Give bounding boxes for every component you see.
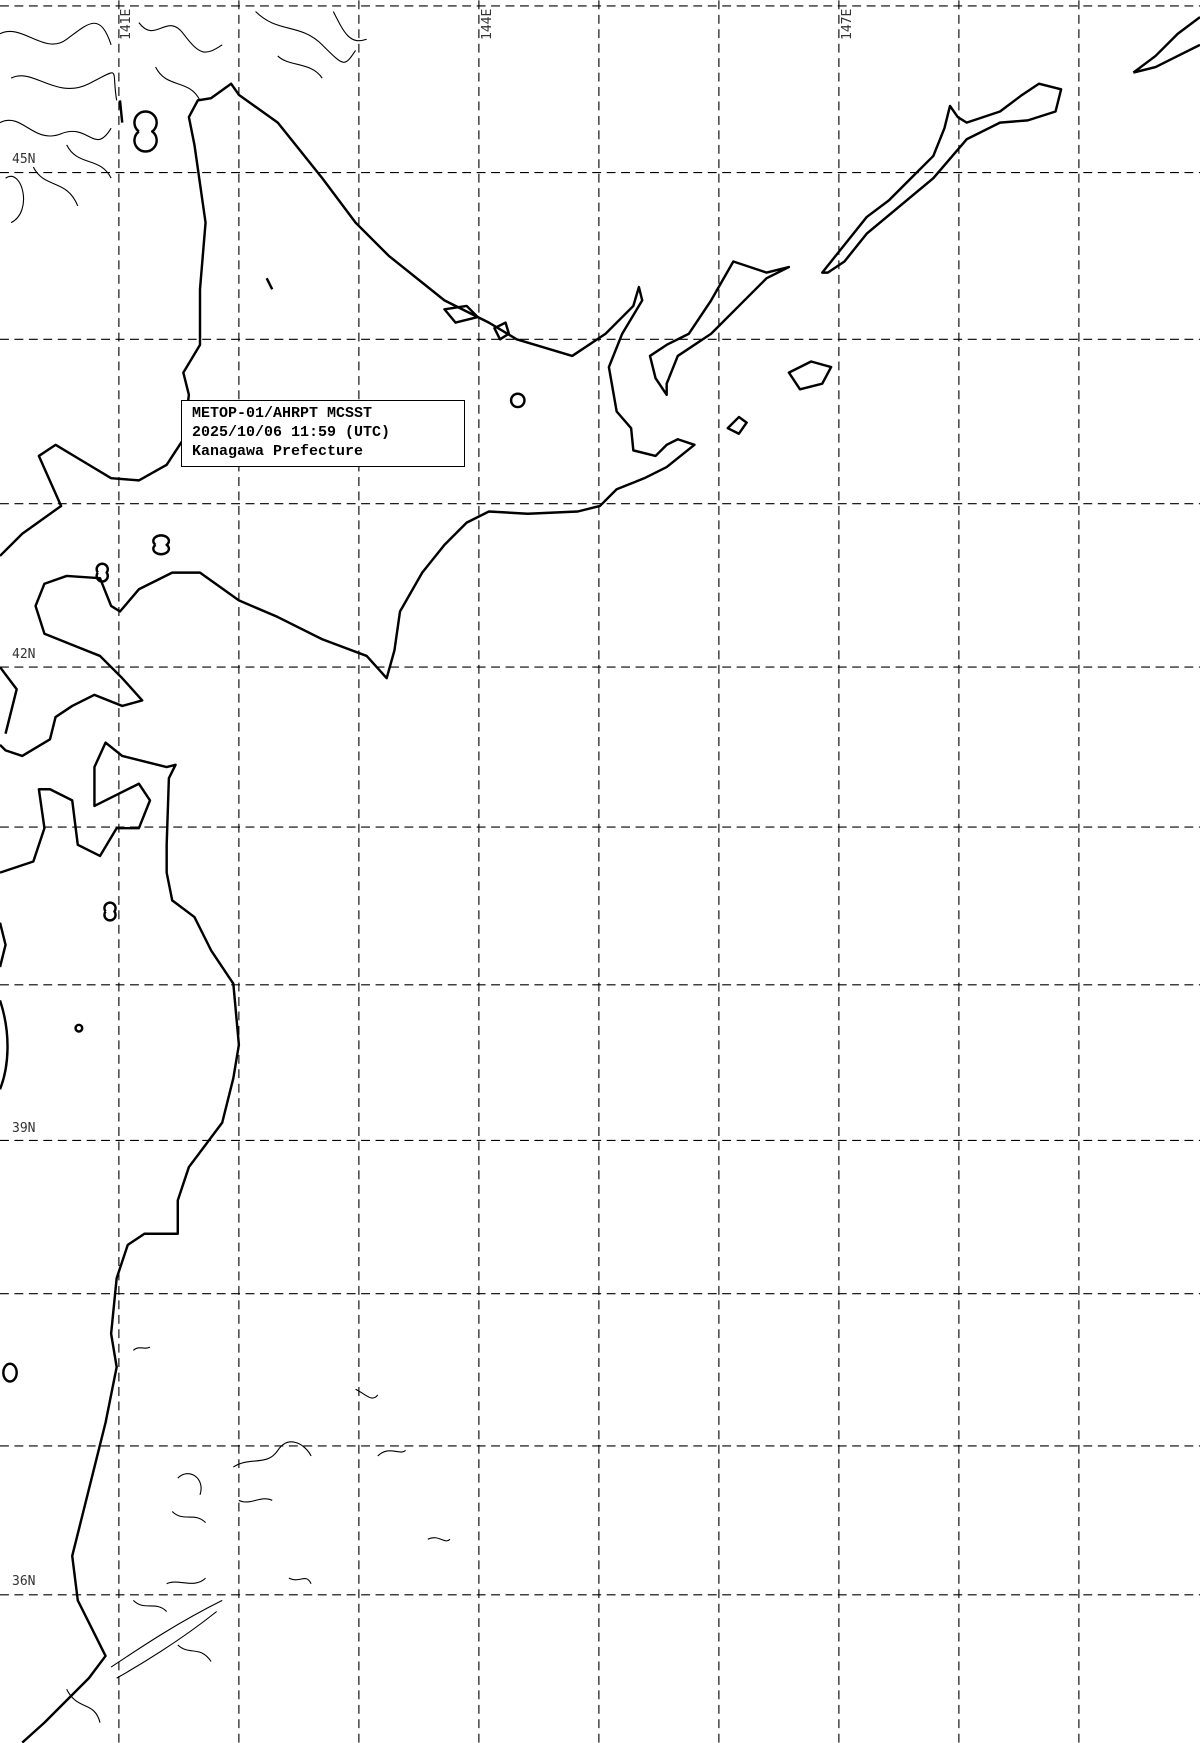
longitude-label-144e: 144E (480, 8, 495, 40)
satellite-product: METOP-01/AHRPT MCSST (192, 405, 373, 422)
longitude-label-147e: 147E (840, 8, 855, 40)
coast-sakhalin (1132, 16, 1200, 74)
coast-rishiri-islands (2, 100, 833, 1383)
latitude-label-39n: 39N (12, 1121, 36, 1136)
coast-hokkaido (0, 82, 696, 758)
coast-west-edge (0, 666, 18, 1090)
latitude-label-45n: 45N (12, 152, 36, 167)
sst-contours (0, 11, 451, 1723)
coastlines (0, 16, 1200, 1743)
latitude-label-42n: 42N (12, 647, 36, 662)
latitude-label-36n: 36N (12, 1574, 36, 1589)
longitude-label-141e: 141E (119, 8, 134, 40)
coast-iturup (821, 82, 1063, 274)
coast-honshu (0, 741, 241, 1743)
info-box: METOP-01/AHRPT MCSST 2025/10/06 11:59 (U… (181, 400, 465, 467)
observation-time: 2025/10/06 11:59 (UTC) (192, 424, 391, 441)
provider: Kanagawa Prefecture (192, 443, 364, 460)
coast-kunashiri (648, 260, 791, 397)
